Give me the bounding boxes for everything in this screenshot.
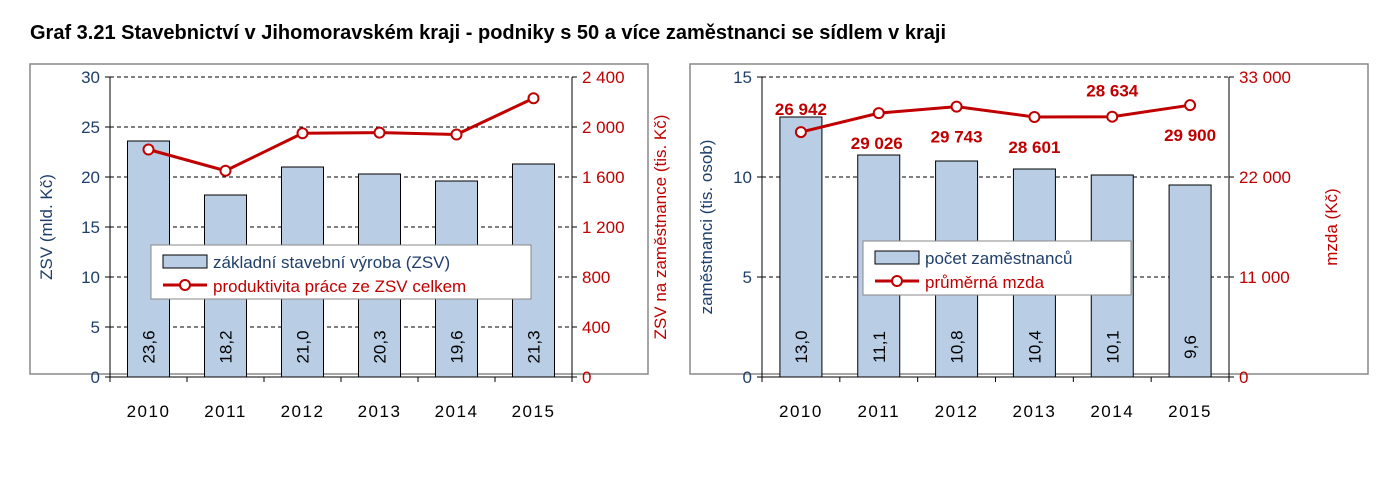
- line-point: [794, 126, 807, 139]
- y-tick-label: 10: [733, 168, 752, 187]
- bar-value-label: 20,3: [371, 330, 390, 363]
- line-point: [296, 127, 309, 140]
- chart-2: 0 5 10 15 0 11 000 22 000 33 000 2010 2011 2012 201…: [689, 63, 1369, 421]
- legend-marker: [179, 279, 191, 291]
- line-point: [1184, 99, 1197, 112]
- bar-value-label: 21,3: [525, 330, 544, 363]
- x-tick-label: 2012: [935, 402, 979, 421]
- y2-tick-label: 2 000: [582, 118, 625, 137]
- bar-value-label: 13,0: [792, 330, 811, 363]
- legend-label-bars: počet zaměstnanců: [925, 249, 1072, 268]
- y-axis-title: zaměstnanci (tis. osob): [697, 140, 716, 315]
- x-tick-label: 2014: [1090, 402, 1134, 421]
- line-series: [148, 96, 535, 173]
- line-value-label: 28 601: [1008, 138, 1060, 157]
- x-tick-label: 2011: [857, 402, 900, 421]
- line-value-label: 29 743: [931, 128, 983, 147]
- legend-box: [862, 240, 1132, 296]
- y-axis-title: ZSV (mld. Kč): [37, 174, 56, 280]
- legend-bar-swatch: [874, 250, 920, 265]
- y-tick-label: 30: [81, 68, 100, 87]
- y2-tick-label: 400: [582, 318, 610, 337]
- x-tick-label: 2011: [204, 402, 247, 421]
- bar-value-label: 10,1: [1103, 330, 1122, 363]
- legend-label-line: průměrná mzda: [925, 273, 1045, 292]
- y2-axis-title: mzda (Kč): [1322, 188, 1341, 265]
- x-tick-label: 2010: [127, 402, 171, 421]
- y-tick-label: 5: [91, 318, 100, 337]
- y-tick-label: 5: [743, 268, 752, 287]
- y2-tick-label: 1 600: [582, 168, 625, 187]
- y-tick-label: 15: [81, 218, 100, 237]
- bar-value-label: 11,1: [870, 331, 889, 363]
- bar-value-label: 9,6: [1181, 335, 1200, 359]
- x-tick-label: 2015: [1168, 402, 1212, 421]
- x-tick-label: 2013: [1013, 402, 1057, 421]
- line-point: [450, 128, 463, 141]
- line-value-label: 29 900: [1164, 126, 1216, 145]
- legend-bar-swatch: [162, 254, 208, 269]
- x-tick-label: 2010: [779, 402, 823, 421]
- legend-box: [150, 244, 532, 300]
- line-value-label: 26 942: [775, 100, 827, 119]
- x-tick-label: 2013: [358, 402, 402, 421]
- legend-marker: [891, 275, 903, 287]
- line-point: [950, 100, 963, 113]
- line-point: [219, 164, 232, 177]
- bar: [1168, 184, 1212, 378]
- y2-tick-label: 11 000: [1239, 268, 1290, 287]
- y2-tick-label: 2 400: [582, 68, 625, 87]
- bar-value-label: 10,4: [1025, 330, 1044, 363]
- x-tick-label: 2015: [512, 402, 556, 421]
- y2-tick-label: 800: [582, 268, 610, 287]
- line-point: [872, 107, 885, 120]
- y-tick-label: 15: [733, 68, 752, 87]
- x-tick-label: 2012: [281, 402, 325, 421]
- y-tick-label: 10: [81, 268, 100, 287]
- y2-tick-label: 0: [582, 368, 591, 387]
- legend-label-line: produktivita práce ze ZSV celkem: [213, 277, 466, 296]
- bar-value-label: 21,0: [294, 330, 313, 363]
- y-tick-label: 0: [743, 368, 752, 387]
- line-point: [142, 143, 155, 156]
- y2-tick-label: 22 000: [1239, 168, 1291, 187]
- y2-tick-label: 1 200: [582, 218, 625, 237]
- y2-axis-title: ZSV na zaměstnance (tis. Kč): [651, 115, 670, 340]
- y-tick-label: 20: [81, 168, 100, 187]
- page-title: Graf 3.21 Stavebnictví v Jihomoravském k…: [30, 22, 947, 44]
- x-tick-label: 2014: [435, 402, 479, 421]
- legend-label-bars: základní stavební výroba (ZSV): [213, 253, 450, 272]
- y2-tick-label: 33 000: [1239, 68, 1291, 87]
- bar-value-label: 10,8: [948, 330, 967, 363]
- bar-value-label: 19,6: [448, 330, 467, 363]
- line-point: [527, 92, 540, 105]
- bar-value-label: 23,6: [140, 330, 159, 363]
- line-point: [373, 126, 386, 139]
- y-tick-label: 0: [91, 368, 100, 387]
- line-point: [1106, 110, 1119, 123]
- line-value-label: 28 634: [1086, 82, 1139, 101]
- bar: [779, 116, 823, 378]
- line-series: [800, 103, 1191, 134]
- line-point: [1028, 110, 1041, 123]
- chart-1: 0 5 10 15 20 25 30 0 400 800 1 200 1 600 2 000 2 400 2…: [29, 63, 670, 421]
- chart-frame: [29, 63, 649, 375]
- y-tick-label: 25: [81, 118, 100, 137]
- bar-value-label: 18,2: [217, 330, 236, 363]
- line-value-label: 29 026: [851, 134, 903, 153]
- y2-tick-label: 0: [1239, 368, 1248, 387]
